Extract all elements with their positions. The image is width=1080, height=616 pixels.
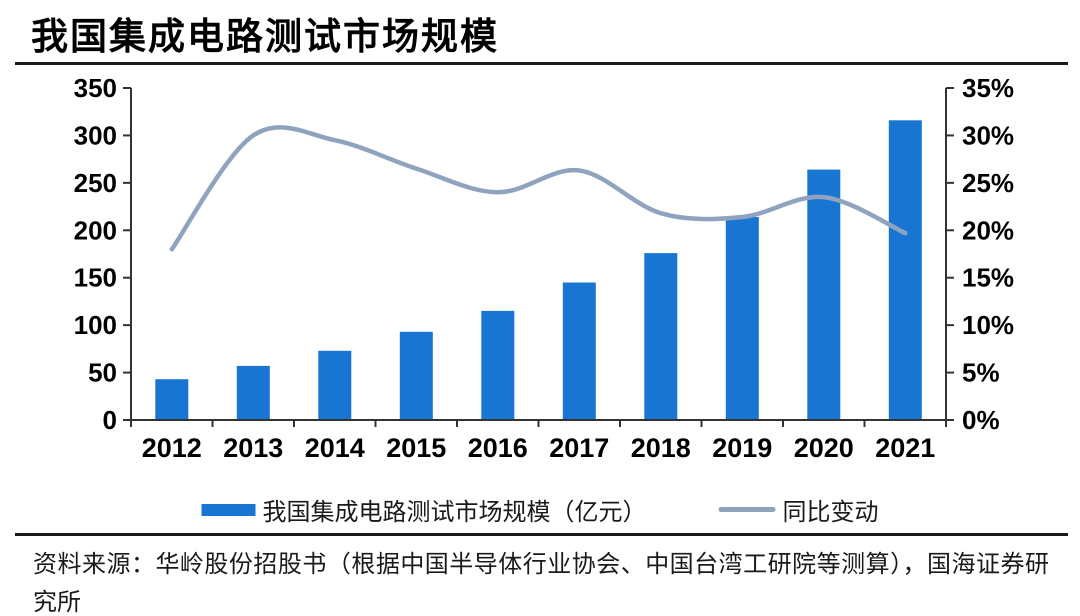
left-axis-tick-label: 50	[88, 358, 117, 388]
x-axis-label-2012: 2012	[142, 433, 202, 463]
line-series-swatch	[718, 507, 776, 512]
bar-series-swatch	[201, 503, 256, 516]
left-axis-tick-label: 350	[74, 73, 117, 103]
bar-2017	[562, 282, 596, 420]
bar-2021	[888, 120, 922, 421]
page-title: 我国集成电路测试市场规模	[31, 16, 499, 57]
chart-legend: 我国集成电路测试市场规模（亿元） 同比变动	[201, 492, 879, 527]
bar-2014	[318, 350, 352, 420]
left-axis-tick-label: 150	[74, 263, 117, 293]
left-axis-tick-label: 100	[74, 310, 117, 340]
right-axis-tick-label: 25%	[962, 168, 1014, 198]
left-axis-tick-label: 250	[74, 168, 117, 198]
title-divider	[15, 62, 1068, 65]
right-axis-tick-label: 10%	[962, 310, 1014, 340]
right-axis-tick-label: 35%	[962, 73, 1014, 103]
bar-2015	[399, 331, 433, 420]
x-axis-label-2015: 2015	[386, 433, 446, 463]
bar-2016	[481, 310, 515, 420]
x-axis-label-2013: 2013	[223, 433, 283, 463]
x-axis-label-2019: 2019	[712, 433, 772, 463]
right-axis-tick-label: 15%	[962, 263, 1014, 293]
legend-item-market-size: 我国集成电路测试市场规模（亿元）	[201, 492, 647, 527]
x-axis-label-2014: 2014	[305, 433, 365, 463]
right-axis-tick-label: 5%	[962, 358, 1000, 388]
left-axis-tick-label: 200	[74, 215, 117, 245]
left-axis-tick-label: 300	[74, 120, 117, 150]
source-note: 资料来源：华岭股份招股书（根据中国半导体行业协会、中国台湾工研院等测算），国海证…	[33, 552, 1049, 616]
bar-2020	[807, 169, 841, 420]
footer-divider	[15, 533, 1068, 536]
right-axis-tick-label: 0%	[962, 405, 1000, 435]
bar-2013	[236, 365, 270, 420]
x-axis-label-2016: 2016	[468, 433, 528, 463]
right-axis-tick-label: 30%	[962, 120, 1014, 150]
bar-2012	[155, 379, 189, 420]
bar-2019	[725, 217, 759, 420]
legend-item-yoy-change: 同比变动	[718, 492, 879, 527]
right-axis-tick-label: 20%	[962, 215, 1014, 245]
x-axis-label-2017: 2017	[549, 433, 609, 463]
x-axis-label-2018: 2018	[631, 433, 691, 463]
legend-label-yoy-change: 同比变动	[782, 500, 879, 526]
bar-2018	[644, 253, 678, 420]
x-axis-label-2020: 2020	[794, 433, 854, 463]
x-axis-label-2021: 2021	[875, 433, 935, 463]
yoy-change-line	[169, 125, 908, 252]
left-axis-tick-label: 0	[103, 405, 117, 435]
legend-label-market-size: 我国集成电路测试市场规模（亿元）	[262, 500, 647, 526]
